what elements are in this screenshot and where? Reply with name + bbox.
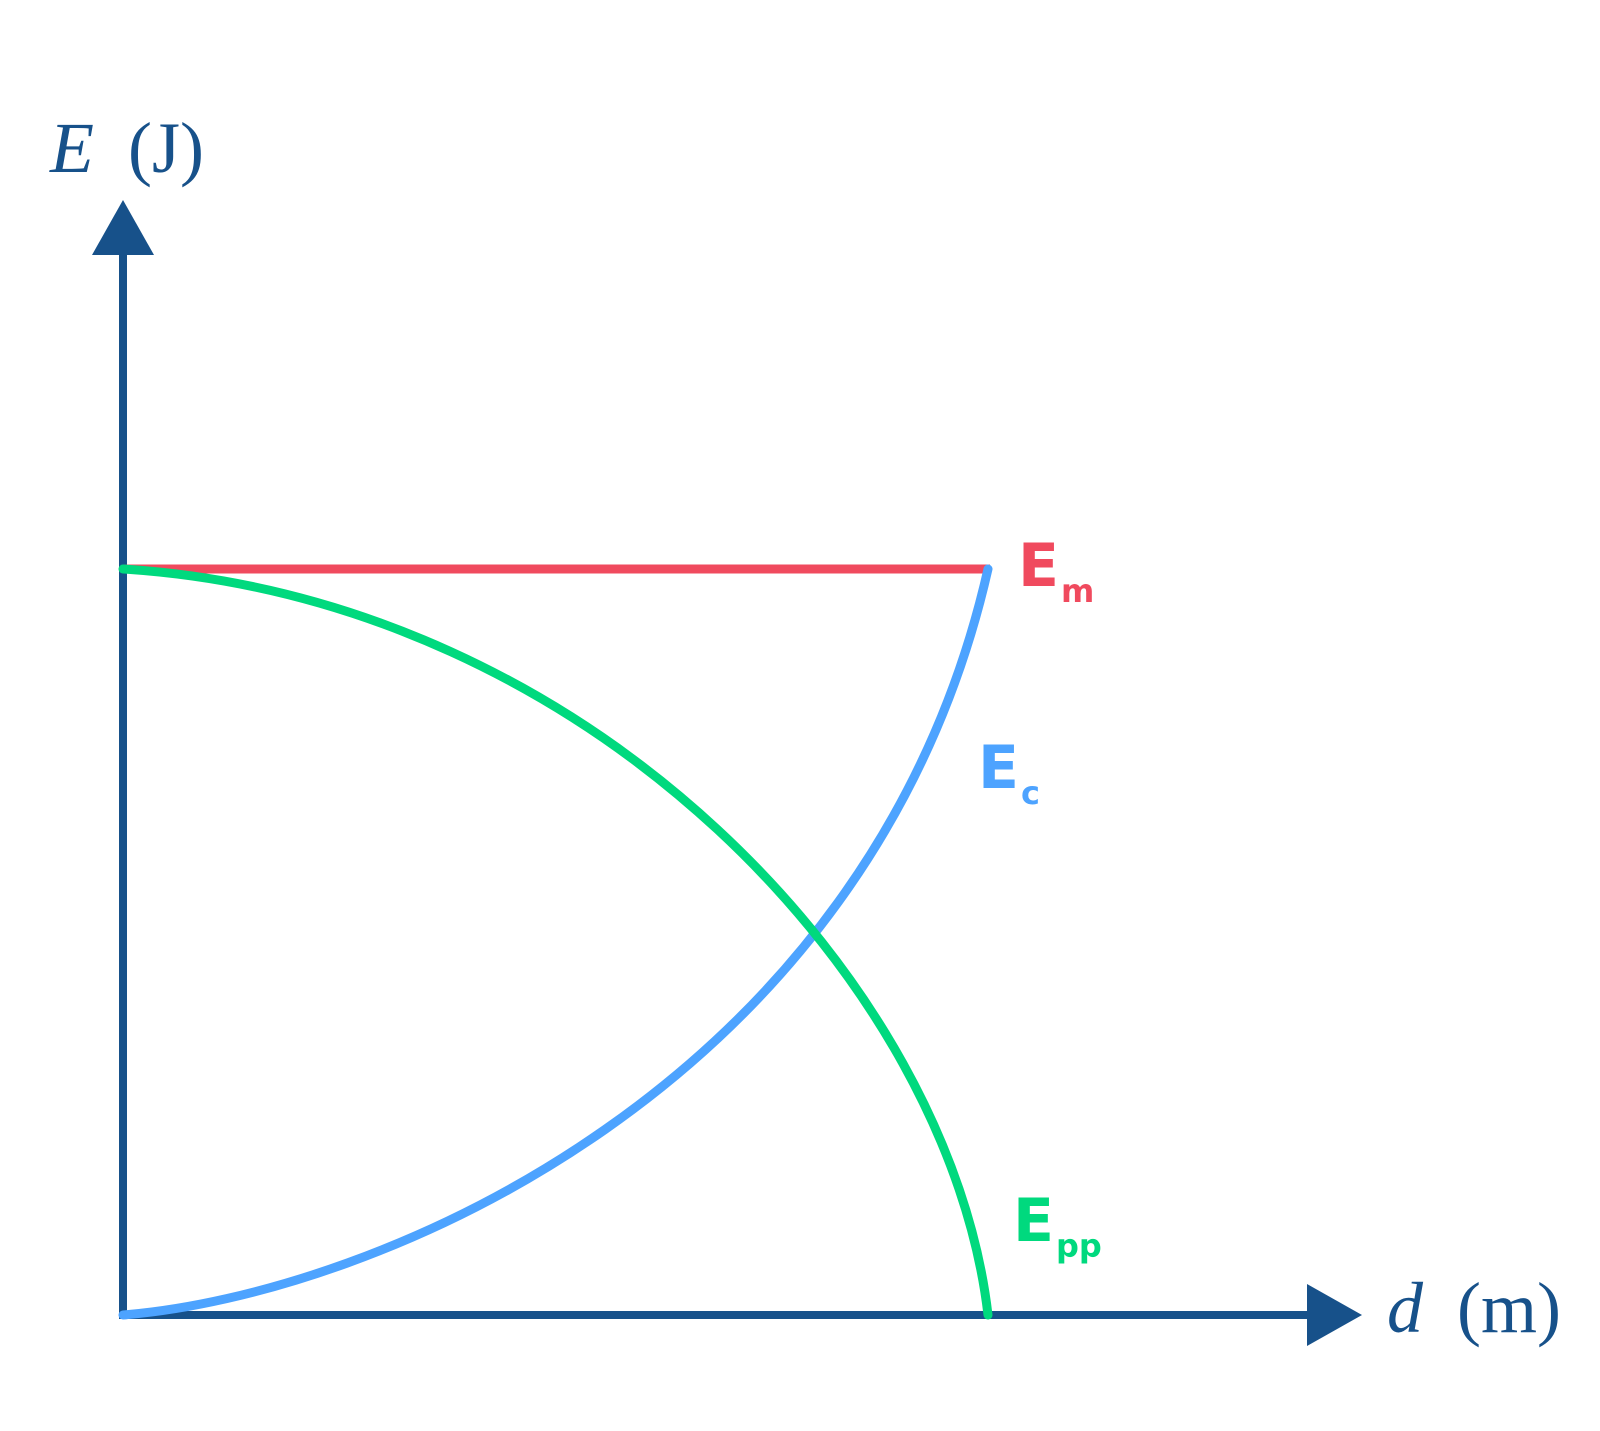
series-label-ec-main: E <box>978 733 1019 803</box>
y-axis-title: E (J) <box>49 108 204 188</box>
series-label-epp: Epp <box>1013 1186 1102 1265</box>
x-axis-unit: (m) <box>1457 1268 1561 1348</box>
series-label-ec: Ec <box>978 733 1040 812</box>
y-axis-arrow <box>92 200 154 255</box>
axes <box>92 200 1362 1346</box>
series-label-em-sub: m <box>1061 572 1094 610</box>
x-axis-symbol: d <box>1387 1268 1424 1348</box>
x-axis-arrow <box>1307 1284 1362 1346</box>
series-label-em: Em <box>1018 531 1094 610</box>
series-label-em-main: E <box>1018 531 1059 601</box>
y-axis-symbol: E <box>49 108 94 188</box>
y-axis-unit: (J) <box>128 108 204 188</box>
series-label-ec-sub: c <box>1021 774 1040 812</box>
series-line-epp <box>118 564 993 1320</box>
series-lines <box>118 564 993 1320</box>
series-labels: Em Ec Epp <box>978 531 1102 1265</box>
series-label-epp-main: E <box>1013 1186 1054 1256</box>
series-label-epp-sub: pp <box>1056 1227 1102 1265</box>
series-line-ec <box>118 564 993 1320</box>
x-axis-title: d (m) <box>1387 1268 1561 1348</box>
